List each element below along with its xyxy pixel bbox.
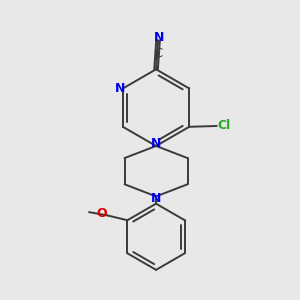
Text: Cl: Cl (217, 119, 231, 133)
Text: N: N (151, 192, 161, 205)
Text: N: N (151, 137, 161, 150)
Text: N: N (114, 82, 125, 95)
Text: N: N (154, 31, 164, 44)
Text: O: O (97, 207, 107, 220)
Text: C: C (155, 47, 163, 61)
